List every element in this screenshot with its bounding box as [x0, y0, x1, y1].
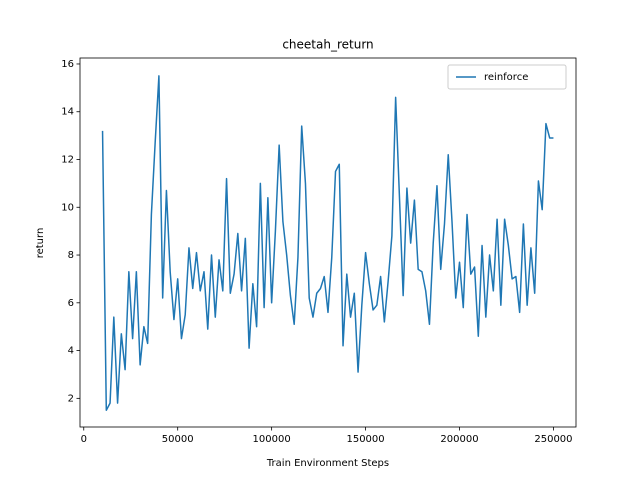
y-tick-label: 16	[61, 59, 74, 70]
y-tick-label: 12	[61, 155, 74, 166]
x-axis-label: Train Environment Steps	[266, 458, 389, 469]
legend-label: reinforce	[484, 72, 528, 83]
x-tick-label: 150000	[346, 434, 384, 445]
legend-box	[447, 64, 567, 90]
y-tick-label: 14	[61, 107, 74, 118]
x-tick-label: 50000	[162, 434, 194, 445]
y-tick-label: 8	[68, 250, 74, 261]
chart-title: cheetah_return	[282, 38, 373, 52]
x-tick-label: 0	[81, 434, 87, 445]
x-tick-label: 200000	[440, 434, 478, 445]
y-tick-label: 10	[61, 202, 74, 213]
y-tick-label: 4	[68, 346, 74, 357]
data-line	[101, 75, 554, 412]
legend: reinforce	[447, 64, 567, 90]
axes-frame	[79, 57, 577, 428]
x-tick-label: 250000	[534, 434, 572, 445]
plot-area	[101, 75, 554, 412]
y-tick-label: 2	[68, 393, 74, 404]
x-tick-label: 100000	[253, 434, 291, 445]
y-axis-label: return	[35, 228, 46, 259]
y-tick-label: 6	[68, 298, 74, 309]
